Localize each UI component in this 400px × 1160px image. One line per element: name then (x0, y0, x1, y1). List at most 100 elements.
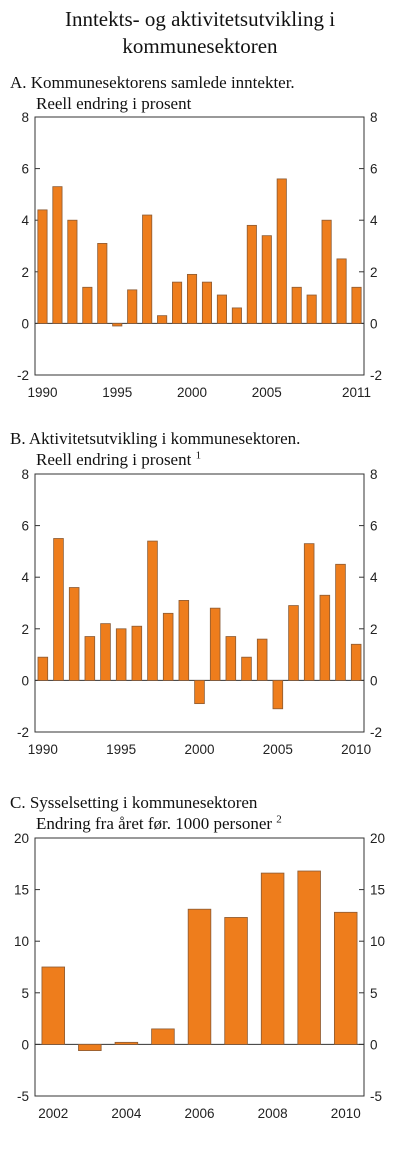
y-tick-label-right: 8 (370, 467, 378, 482)
x-tick-label: 2006 (184, 1106, 214, 1121)
panel-c-title-line-2: Endring fra året før. 1000 personer 2 (36, 813, 282, 833)
panel-a-title-line-1: A. Kommunesektorens samlede inntekter. (10, 73, 295, 92)
chart-c: -5 -5 0 0 5 5 10 10 15 15 20 20 2002 2004 2006 2008 2010 (14, 831, 385, 1121)
bar-2010 (350, 643, 362, 681)
x-tick-label: 2011 (342, 385, 371, 400)
bar-1994 (97, 243, 108, 324)
bar-2006 (187, 908, 212, 1045)
bar-2006 (288, 605, 299, 681)
panel-b-title-line-1: B. Aktivitetsutvikling i kommunesektoren… (10, 429, 301, 448)
page-title: Inntekts- og aktivitetsutvikling i kommu… (0, 6, 400, 60)
bar-1991 (53, 538, 64, 681)
bar-1998 (162, 612, 174, 681)
panel-c-title: C. Sysselsetting i kommunesektoren Endri… (10, 792, 282, 834)
bar-1999 (172, 281, 183, 324)
panel-b-footnote: 1 (195, 449, 202, 462)
bar-2004 (256, 638, 268, 681)
bar-2005 (272, 679, 284, 710)
bar-2002 (41, 966, 66, 1045)
bar-2009 (335, 563, 346, 681)
y-tick-label-right: 2 (370, 622, 378, 637)
x-tick-label: 2005 (252, 385, 282, 400)
y-tick-label-right: 2 (370, 265, 378, 280)
panel-a-title: A. Kommunesektorens samlede inntekter. R… (10, 72, 295, 114)
y-tick-label-left: 0 (21, 316, 29, 331)
y-tick-label-left: -2 (17, 725, 29, 740)
bar-2008 (319, 594, 331, 681)
bar-2002 (216, 294, 227, 324)
y-tick-label-right: 4 (370, 570, 378, 585)
bar-2003 (78, 1043, 102, 1051)
bar-1998 (157, 315, 168, 324)
y-tick-label-right: -5 (370, 1089, 382, 1104)
bar-2003 (231, 307, 242, 324)
panel-c-title-line-1: C. Sysselsetting i kommunesektoren (10, 793, 258, 812)
y-tick-label-right: 8 (370, 110, 378, 125)
bar-2007 (224, 917, 248, 1045)
x-tick-label: 1995 (106, 742, 136, 757)
y-tick-label-left: 20 (14, 831, 29, 846)
bar-2003 (241, 656, 252, 681)
y-tick-label-left: 2 (21, 622, 29, 637)
bar-2008 (260, 872, 285, 1045)
bar-1990 (37, 656, 49, 681)
chart-a: -2 -2 0 0 2 2 4 4 6 6 8 8 1990 1995 2000 2005 2011 (17, 110, 382, 400)
y-tick-label-left: 5 (21, 986, 29, 1001)
bar-1995 (115, 628, 127, 681)
bar-1997 (142, 214, 153, 324)
y-tick-label-left: -5 (17, 1089, 29, 1104)
y-tick-label-left: 0 (21, 673, 29, 688)
bar-2000 (194, 679, 205, 705)
bar-2001 (201, 281, 213, 324)
y-tick-label-right: 0 (370, 316, 378, 331)
y-tick-label-left: 6 (21, 162, 29, 177)
bar-2011 (351, 286, 362, 324)
bar-2006 (276, 178, 287, 324)
bar-2002 (225, 636, 237, 681)
bar-1994 (100, 623, 111, 681)
y-tick-label-right: 5 (370, 986, 378, 1001)
panel-b-title-line-2: Reell endring i prosent 1 (36, 449, 202, 469)
bar-2007 (291, 286, 302, 324)
y-tick-label-right: -2 (370, 725, 382, 740)
panel-c-footnote: 2 (276, 813, 282, 826)
chart-b: -2 -2 0 0 2 2 4 4 6 6 8 8 1990 1995 2000 2005 2010 (17, 467, 382, 757)
x-tick-label: 2010 (341, 742, 371, 757)
x-tick-label: 2000 (184, 742, 214, 757)
bar-2005 (261, 235, 272, 324)
x-tick-label: 1990 (27, 385, 57, 400)
plot-frame (34, 837, 365, 1097)
bar-2010 (336, 258, 347, 324)
y-tick-label-left: 4 (21, 213, 29, 228)
x-tick-label: 2000 (177, 385, 207, 400)
bar-2005 (151, 1028, 175, 1045)
y-tick-label-left: 8 (21, 467, 29, 482)
x-tick-label: 2010 (331, 1106, 361, 1121)
y-tick-label-left: 4 (21, 570, 29, 585)
x-tick-label: 2002 (38, 1106, 68, 1121)
x-tick-label: 2004 (111, 1106, 142, 1121)
y-tick-label-left: -2 (17, 368, 29, 383)
bar-1990 (37, 209, 48, 324)
y-tick-label-left: 6 (21, 519, 29, 534)
y-tick-label-left: 10 (14, 934, 29, 949)
bar-2010 (333, 911, 358, 1045)
plot-frame (34, 116, 365, 376)
y-tick-label-right: 0 (370, 1037, 378, 1052)
bar-1993 (82, 286, 93, 324)
page-title-line-2: kommunesektoren (122, 34, 278, 58)
bar-1996 (131, 625, 143, 681)
bar-2009 (297, 870, 321, 1045)
y-tick-label-right: 0 (370, 673, 378, 688)
bar-2000 (186, 273, 198, 324)
x-tick-label: 1995 (102, 385, 132, 400)
plot-frame (34, 473, 365, 733)
bar-1992 (67, 219, 78, 324)
bar-1995 (112, 322, 123, 327)
bar-2009 (321, 219, 332, 324)
bar-1999 (178, 600, 190, 681)
bar-1992 (68, 587, 80, 681)
x-tick-label: 2008 (258, 1106, 288, 1121)
x-tick-label: 2005 (263, 742, 293, 757)
panel-a-title-line-2: Reell endring i prosent (36, 94, 192, 113)
